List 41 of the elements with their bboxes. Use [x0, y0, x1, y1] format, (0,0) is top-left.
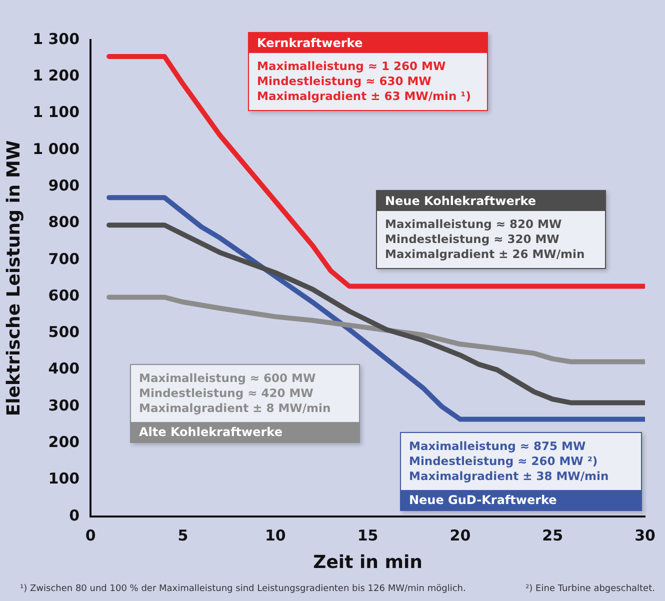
- annotation: Mindestleistung ≈ 320 MW: [385, 232, 560, 247]
- x-tick-label: 20: [450, 526, 471, 544]
- y-tick-label: 200: [48, 433, 80, 451]
- annotation: Maximalleistung ≈ 875 MW: [409, 439, 587, 454]
- y-tick-label: 900: [48, 176, 80, 194]
- y-tick-label: 500: [48, 323, 80, 342]
- x-tick-label: 10: [264, 526, 286, 544]
- x-axis-title: Zeit in min: [313, 552, 422, 573]
- y-tick-label: 400: [48, 360, 80, 378]
- y-tick-label: 300: [48, 396, 80, 414]
- y-tick-label: 800: [48, 213, 80, 232]
- annotation: Maximalleistung ≈ 600 MW: [139, 371, 317, 386]
- annotation: Maximalgradient ± 38 MW/min: [409, 469, 610, 484]
- text: ²) Eine Turbine abgeschaltet.: [526, 584, 655, 594]
- y-tick-label: 1 100: [32, 103, 80, 122]
- x-tick-label: 15: [357, 526, 378, 544]
- annotation: Maximalleistung ≈ 1 260 MW: [257, 59, 447, 74]
- annotation: Maximalgradient ± 63 MW/min ¹): [257, 89, 472, 104]
- text: ¹) Zwischen 80 und 100 % der Maximalleistung sind Leistungsgradienten bis 126 MW/min möglich.: [20, 584, 466, 594]
- y-tick-label: 0: [69, 506, 80, 524]
- annotation: Maximalgradient ± 26 MW/min: [385, 247, 586, 262]
- annotation: Maximalleistung ≈ 820 MW: [385, 217, 563, 232]
- annotation: Mindestleistung ≈ 420 MW: [139, 386, 314, 401]
- y-tick-label: 1 000: [32, 140, 80, 158]
- text: Neue Kohlekraftwerke: [385, 194, 536, 208]
- x-tick-label: 30: [634, 526, 656, 544]
- text: Kernkraftwerke: [257, 36, 363, 50]
- y-tick-label: 600: [48, 286, 80, 304]
- x-tick-label: 0: [85, 526, 96, 544]
- x-tick-label: 5: [178, 526, 188, 544]
- y-axis-title: Elektrische Leistung in MW: [3, 140, 24, 416]
- y-tick-label: 700: [48, 250, 80, 268]
- annotation: Maximalgradient ± 8 MW/min: [139, 401, 332, 416]
- y-tick-label: 100: [48, 470, 80, 488]
- text: Neue GuD-Kraftwerke: [409, 493, 557, 507]
- x-tick-label: 25: [542, 526, 564, 544]
- annotation: Mindestleistung ≈ 630 MW: [257, 74, 432, 89]
- annotation: Mindestleistung ≈ 260 MW ²): [409, 454, 599, 469]
- text: Alte Kohlekraftwerke: [139, 425, 282, 439]
- y-tick-label: 1 300: [32, 30, 80, 48]
- y-tick-label: 1 200: [32, 66, 80, 85]
